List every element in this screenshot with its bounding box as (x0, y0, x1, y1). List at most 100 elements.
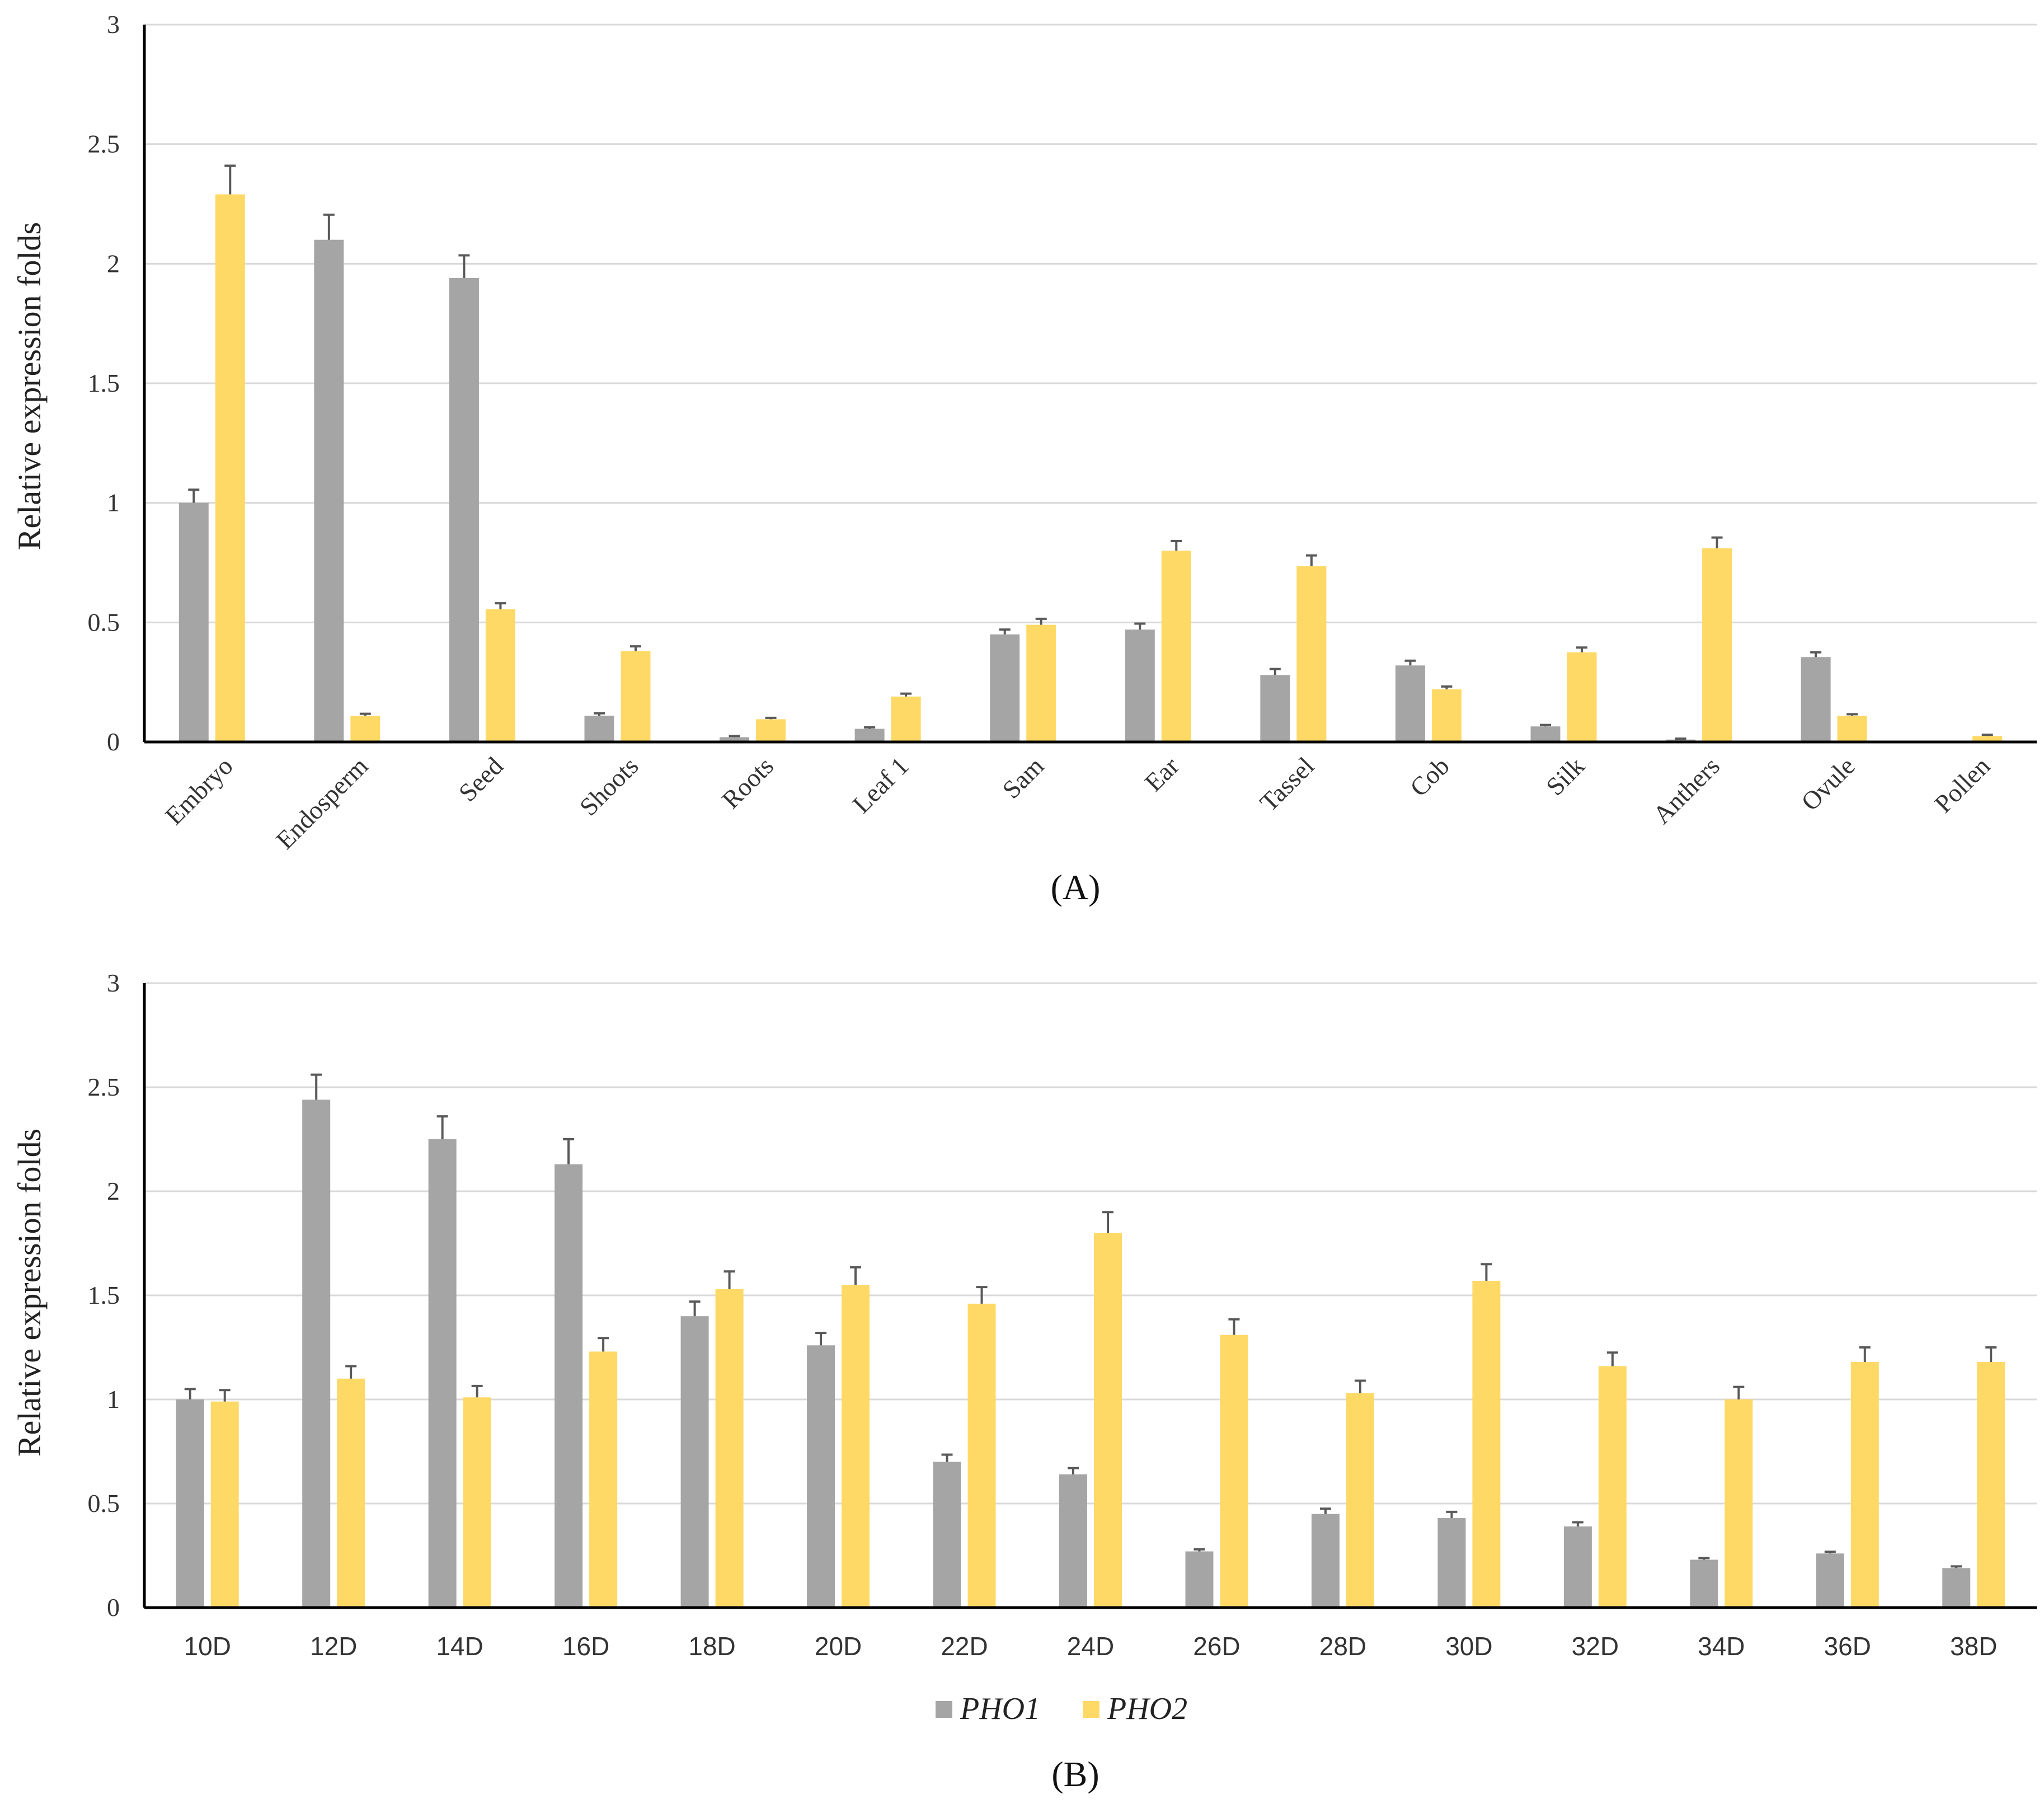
x-tick-label: 30D (1445, 1632, 1492, 1661)
bar-pho1-30d (1437, 1518, 1466, 1608)
bar-pho2-38d (1977, 1362, 2005, 1608)
x-tick-label: Shoots (574, 751, 644, 821)
legend: PHO1 PHO2 (936, 1692, 1187, 1726)
bar-pho2-pollen (1972, 736, 2003, 742)
bar-pho2-36d (1850, 1362, 1879, 1608)
bar-pho2-24d (1094, 1233, 1122, 1608)
bar-pho1-ovule (1801, 657, 1831, 742)
x-tick-label: Pollen (1929, 751, 1995, 818)
y-tick-label: 1 (107, 1385, 120, 1413)
y-tick-label: 1 (107, 488, 120, 517)
bar-pho2-embryo (215, 194, 245, 742)
y-tick-label: 0 (107, 727, 120, 756)
x-tick-label: Tassel (1254, 751, 1320, 817)
bar-pho1-34d (1690, 1559, 1718, 1608)
bar-pho2-ovule (1837, 715, 1867, 742)
bar-pho2-34d (1725, 1399, 1753, 1608)
bar-pho2-roots (756, 719, 786, 742)
bar-pho1-roots (720, 737, 750, 742)
bar-pho2-shoots (621, 651, 651, 742)
bar-pho2-10d (210, 1401, 239, 1608)
bar-pho1-silk (1530, 726, 1561, 742)
legend-swatch-pho1 (936, 1701, 952, 1718)
bar-pho2-tassel (1296, 566, 1327, 742)
bar-pho1-seed (449, 278, 479, 742)
x-tick-label: 24D (1067, 1632, 1114, 1661)
panel-a-y-axis-title: Relative expression folds (11, 222, 48, 550)
y-tick-label: 0 (107, 1593, 120, 1622)
bar-pho1-32d (1563, 1526, 1592, 1608)
x-tick-label: Cob (1404, 751, 1455, 802)
x-tick-label: 22D (941, 1632, 988, 1661)
y-tick-label: 1.5 (88, 369, 120, 397)
x-tick-label: 16D (562, 1632, 609, 1661)
panel-b-chart: 0 0.5 1 1.5 2 2.5 3 10D 12D 14D 16D 18D 20D 22D 24D 26D… (11, 969, 2037, 1794)
bar-pho1-cob (1395, 665, 1425, 742)
x-tick-label: 32D (1572, 1632, 1619, 1661)
bar-pho2-20d (842, 1285, 870, 1608)
y-tick-label: 1.5 (88, 1281, 120, 1309)
bar-pho2-seed (485, 609, 515, 742)
x-tick-label: Endosperm (270, 751, 373, 854)
bar-pho2-silk (1567, 652, 1597, 742)
x-tick-label: 18D (688, 1632, 735, 1661)
bar-pho2-18d (715, 1289, 744, 1608)
x-tick-label: Ovule (1796, 751, 1860, 816)
panel-a-label: (A) (1051, 867, 1101, 907)
bar-pho2-14d (463, 1397, 491, 1608)
legend-label-pho1: PHO1 (960, 1692, 1040, 1726)
legend-label-pho2: PHO2 (1107, 1692, 1187, 1726)
y-tick-label: 2.5 (88, 130, 120, 158)
x-tick-label: Embryo (159, 751, 238, 830)
x-tick-label: 14D (436, 1632, 483, 1661)
y-tick-label: 0.5 (88, 1489, 120, 1518)
x-tick-label: 12D (310, 1632, 357, 1661)
bar-pho1-sam (990, 634, 1020, 742)
y-tick-label: 2.5 (88, 1073, 120, 1101)
bar-pho2-22d (967, 1303, 996, 1608)
panel-b-label: (B) (1051, 1754, 1099, 1794)
bar-pho1-20d (807, 1345, 835, 1608)
y-tick-label: 3 (107, 969, 120, 997)
y-tick-label: 3 (107, 10, 120, 39)
bar-pho1-12d (302, 1100, 331, 1608)
x-tick-label: 38D (1950, 1632, 1997, 1661)
bar-pho1-14d (428, 1139, 457, 1608)
panel-a-axes (143, 25, 2037, 744)
bar-pho2-ear (1161, 551, 1191, 742)
y-tick-label: 0.5 (88, 608, 120, 636)
bar-pho2-anthers (1702, 548, 1732, 742)
y-tick-label: 2 (107, 1177, 120, 1205)
x-tick-label: 34D (1698, 1632, 1745, 1661)
bar-pho2-12d (337, 1378, 365, 1608)
x-tick-label: Anthers (1647, 751, 1725, 829)
bar-pho1-embryo (178, 502, 209, 742)
bar-pho1-18d (680, 1316, 709, 1608)
bar-pho2-28d (1346, 1393, 1374, 1608)
bar-pho1-22d (933, 1462, 961, 1608)
bar-pho2-32d (1598, 1366, 1627, 1608)
x-tick-label: Leaf 1 (847, 751, 914, 819)
panel-b-gridlines (144, 982, 2037, 1505)
bar-pho1-shoots (584, 715, 614, 742)
bar-pho1-leaf-1 (854, 729, 885, 742)
x-tick-label: Ear (1139, 751, 1185, 797)
bar-pho1-tassel (1260, 675, 1290, 742)
bar-pho1-36d (1816, 1553, 1844, 1608)
x-tick-label: Sam (997, 751, 1049, 804)
bar-pho1-endosperm (314, 239, 344, 743)
panel-b-tick-labels: 0 0.5 1 1.5 2 2.5 3 10D 12D 14D 16D 18D 20D 22D 24D 26D… (88, 969, 1998, 1661)
bar-pho2-leaf-1 (891, 696, 921, 742)
bar-pho1-28d (1311, 1514, 1340, 1608)
panel-b-y-axis-title: Relative expression folds (11, 1129, 48, 1457)
bar-pho1-24d (1059, 1474, 1087, 1608)
x-tick-label: 20D (815, 1632, 862, 1661)
x-tick-label: Silk (1540, 751, 1590, 801)
x-tick-label: 36D (1824, 1632, 1871, 1661)
y-tick-label: 2 (107, 249, 120, 278)
bar-pho2-16d (589, 1351, 618, 1608)
panel-b-bars (176, 1073, 2005, 1608)
bar-pho2-endosperm (350, 715, 380, 742)
panel-a-gridlines (144, 24, 2037, 623)
bar-pho1-10d (176, 1399, 204, 1608)
